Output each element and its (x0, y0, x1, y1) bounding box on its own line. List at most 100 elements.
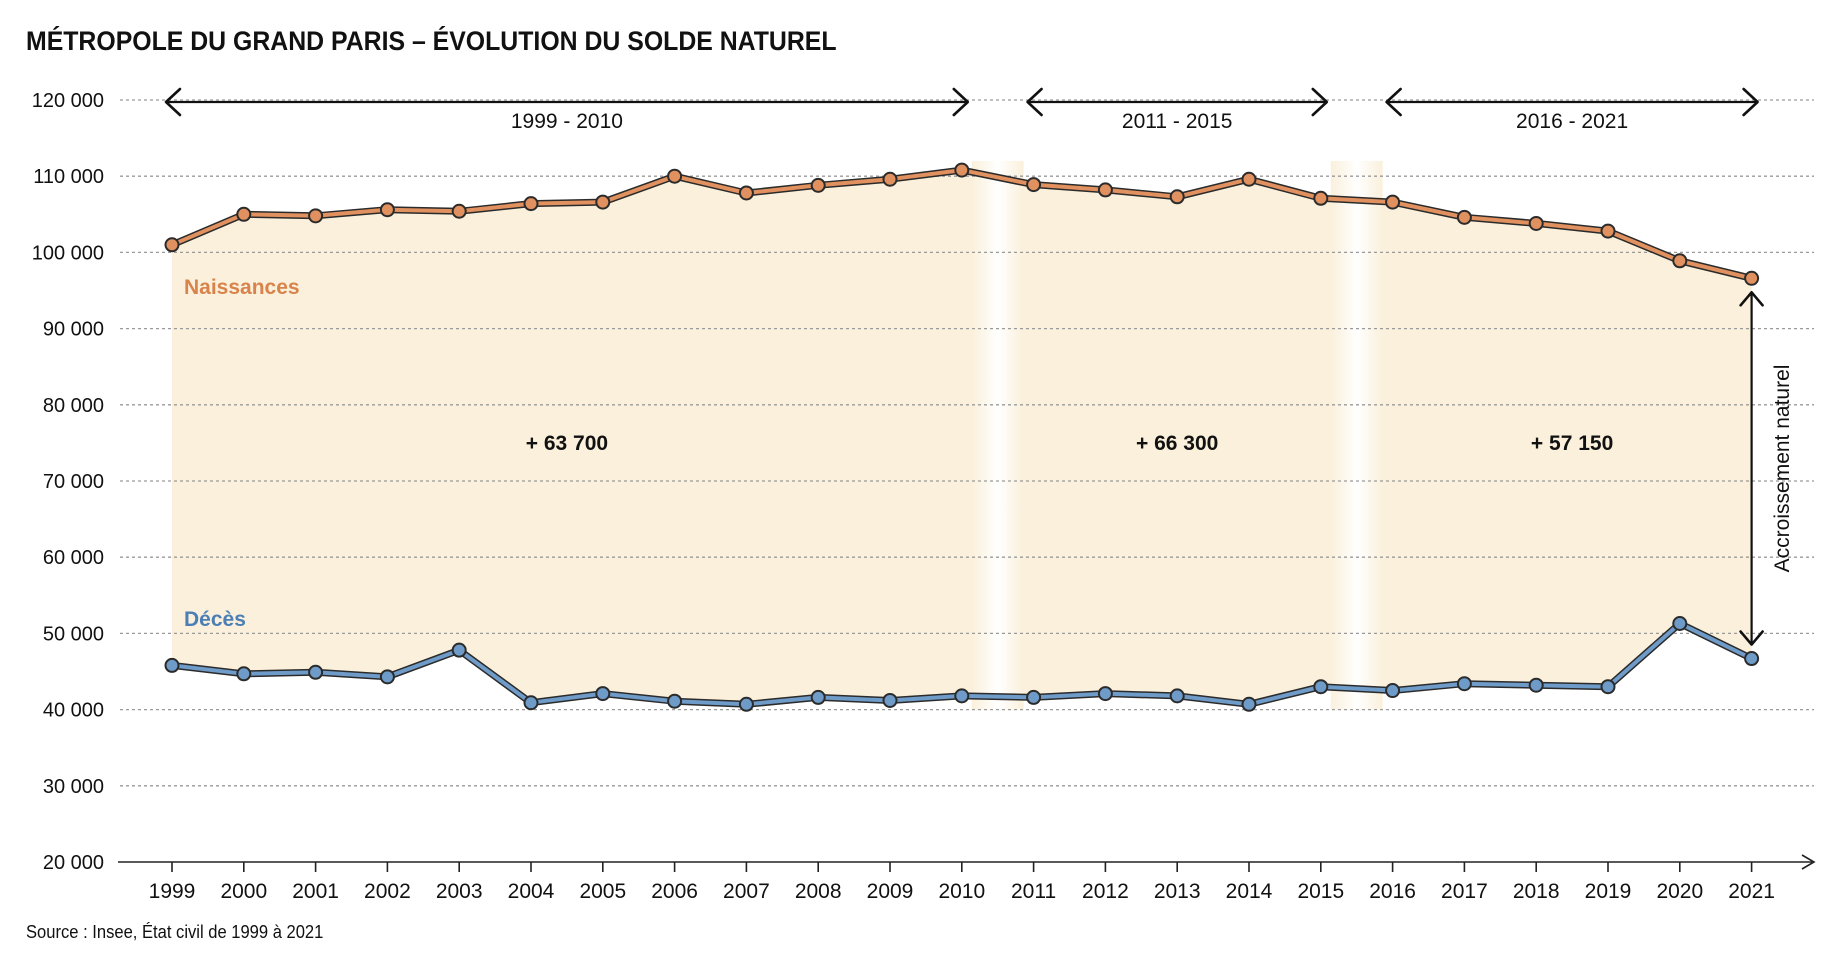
point-naissances (1241, 171, 1257, 187)
annotation-label: Accroissement naturel (1771, 365, 1794, 573)
x-tick-label: 2013 (1154, 880, 1201, 903)
arrow-head-left (164, 87, 182, 117)
y-tick-label: 60 000 (43, 547, 104, 569)
point-deces (1385, 683, 1401, 699)
point-naissances (1600, 223, 1616, 239)
point-naissances (1672, 253, 1688, 269)
point-naissances (1169, 189, 1185, 205)
period-value-2: + 66 300 (1136, 432, 1218, 455)
point-deces (1026, 689, 1042, 705)
point-deces (236, 666, 252, 682)
y-tick-label: 40 000 (43, 700, 104, 722)
x-tick-label: 2004 (508, 880, 555, 903)
arrow-head-right (1742, 87, 1759, 117)
x-tick-label: 2001 (292, 880, 339, 903)
point-naissances (1385, 194, 1401, 210)
arrow-head-right (952, 87, 970, 117)
point-deces (954, 688, 970, 704)
period-label-3: 2016 - 2021 (1516, 110, 1628, 133)
point-deces (451, 642, 467, 658)
chart-source: Source : Insee, État civil de 1999 à 202… (26, 922, 324, 942)
series-label-naissances: Naissances (184, 276, 300, 299)
point-deces (308, 664, 324, 680)
point-naissances (1744, 270, 1760, 286)
x-tick-label: 2015 (1297, 880, 1344, 903)
x-axis-arrow (1801, 854, 1816, 870)
period-gap (1330, 160, 1383, 710)
y-tick-label: 70 000 (43, 471, 104, 493)
point-deces (810, 689, 826, 705)
x-tick-label: 2009 (867, 880, 914, 903)
point-naissances (164, 237, 180, 253)
point-deces (595, 686, 611, 702)
point-deces (882, 692, 898, 708)
point-naissances (738, 185, 754, 201)
period-gap (971, 160, 1024, 710)
point-deces (1097, 686, 1113, 702)
y-tick-label: 110 000 (33, 166, 104, 188)
y-tick-label: 20 000 (43, 852, 104, 874)
x-tick-label: 2017 (1441, 880, 1488, 903)
x-tick-label: 2000 (220, 880, 267, 903)
x-tick-label: 2011 (1011, 880, 1056, 903)
point-naissances (667, 168, 683, 184)
period-value-1: + 63 700 (526, 432, 608, 455)
series-label-deces: Décès (184, 608, 246, 631)
point-deces (1241, 696, 1257, 712)
x-tick-label: 2010 (938, 880, 985, 903)
y-tick-label: 30 000 (43, 776, 104, 798)
point-naissances (451, 203, 467, 219)
point-deces (1169, 688, 1185, 704)
point-naissances (1097, 182, 1113, 198)
point-deces (1313, 679, 1329, 695)
x-tick-label: 2018 (1513, 880, 1560, 903)
x-tick-label: 2019 (1585, 880, 1632, 903)
x-tick-label: 2007 (723, 880, 770, 903)
y-tick-label: 80 000 (43, 395, 104, 417)
x-tick-label: 2003 (436, 880, 483, 903)
point-naissances (1456, 209, 1472, 225)
point-deces (1600, 679, 1616, 695)
point-naissances (236, 206, 252, 222)
y-tick-label: 50 000 (43, 623, 104, 645)
arrow-head-right (1311, 87, 1329, 117)
x-tick-label: 2012 (1082, 880, 1129, 903)
point-naissances (523, 196, 539, 212)
point-naissances (1528, 215, 1544, 231)
point-deces (1672, 615, 1688, 631)
area-accroissement (172, 170, 1752, 705)
point-naissances (595, 194, 611, 210)
x-tick-label: 2002 (364, 880, 411, 903)
x-tick-label: 2021 (1728, 880, 1775, 903)
point-deces (379, 669, 395, 685)
point-deces (1528, 677, 1544, 693)
arrow-head-left (1026, 87, 1043, 117)
point-deces (523, 695, 539, 711)
point-deces (1456, 676, 1472, 692)
period-label-2: 2011 - 2015 (1122, 110, 1233, 133)
arrow-head-left (1385, 87, 1402, 117)
x-tick-label: 2008 (795, 880, 842, 903)
x-tick-label: 2005 (579, 880, 626, 903)
point-naissances (954, 162, 970, 178)
point-naissances (308, 208, 324, 224)
point-naissances (882, 171, 898, 187)
point-deces (164, 657, 180, 673)
x-tick-label: 1999 (149, 880, 196, 903)
arrow-head-top (1739, 291, 1764, 307)
point-deces (738, 696, 754, 712)
point-naissances (1026, 177, 1042, 193)
period-value-3: + 57 150 (1531, 432, 1613, 455)
point-naissances (810, 177, 826, 193)
x-tick-label: 2020 (1656, 880, 1703, 903)
point-deces (1744, 651, 1760, 667)
arrow-head-bottom (1739, 630, 1764, 646)
x-tick-label: 2006 (651, 880, 698, 903)
y-tick-label: 120 000 (32, 90, 104, 112)
point-naissances (1313, 190, 1329, 206)
x-tick-label: 2016 (1369, 880, 1416, 903)
period-label-1: 1999 - 2010 (511, 110, 623, 133)
y-tick-label: 100 000 (32, 242, 104, 264)
point-naissances (379, 202, 395, 218)
